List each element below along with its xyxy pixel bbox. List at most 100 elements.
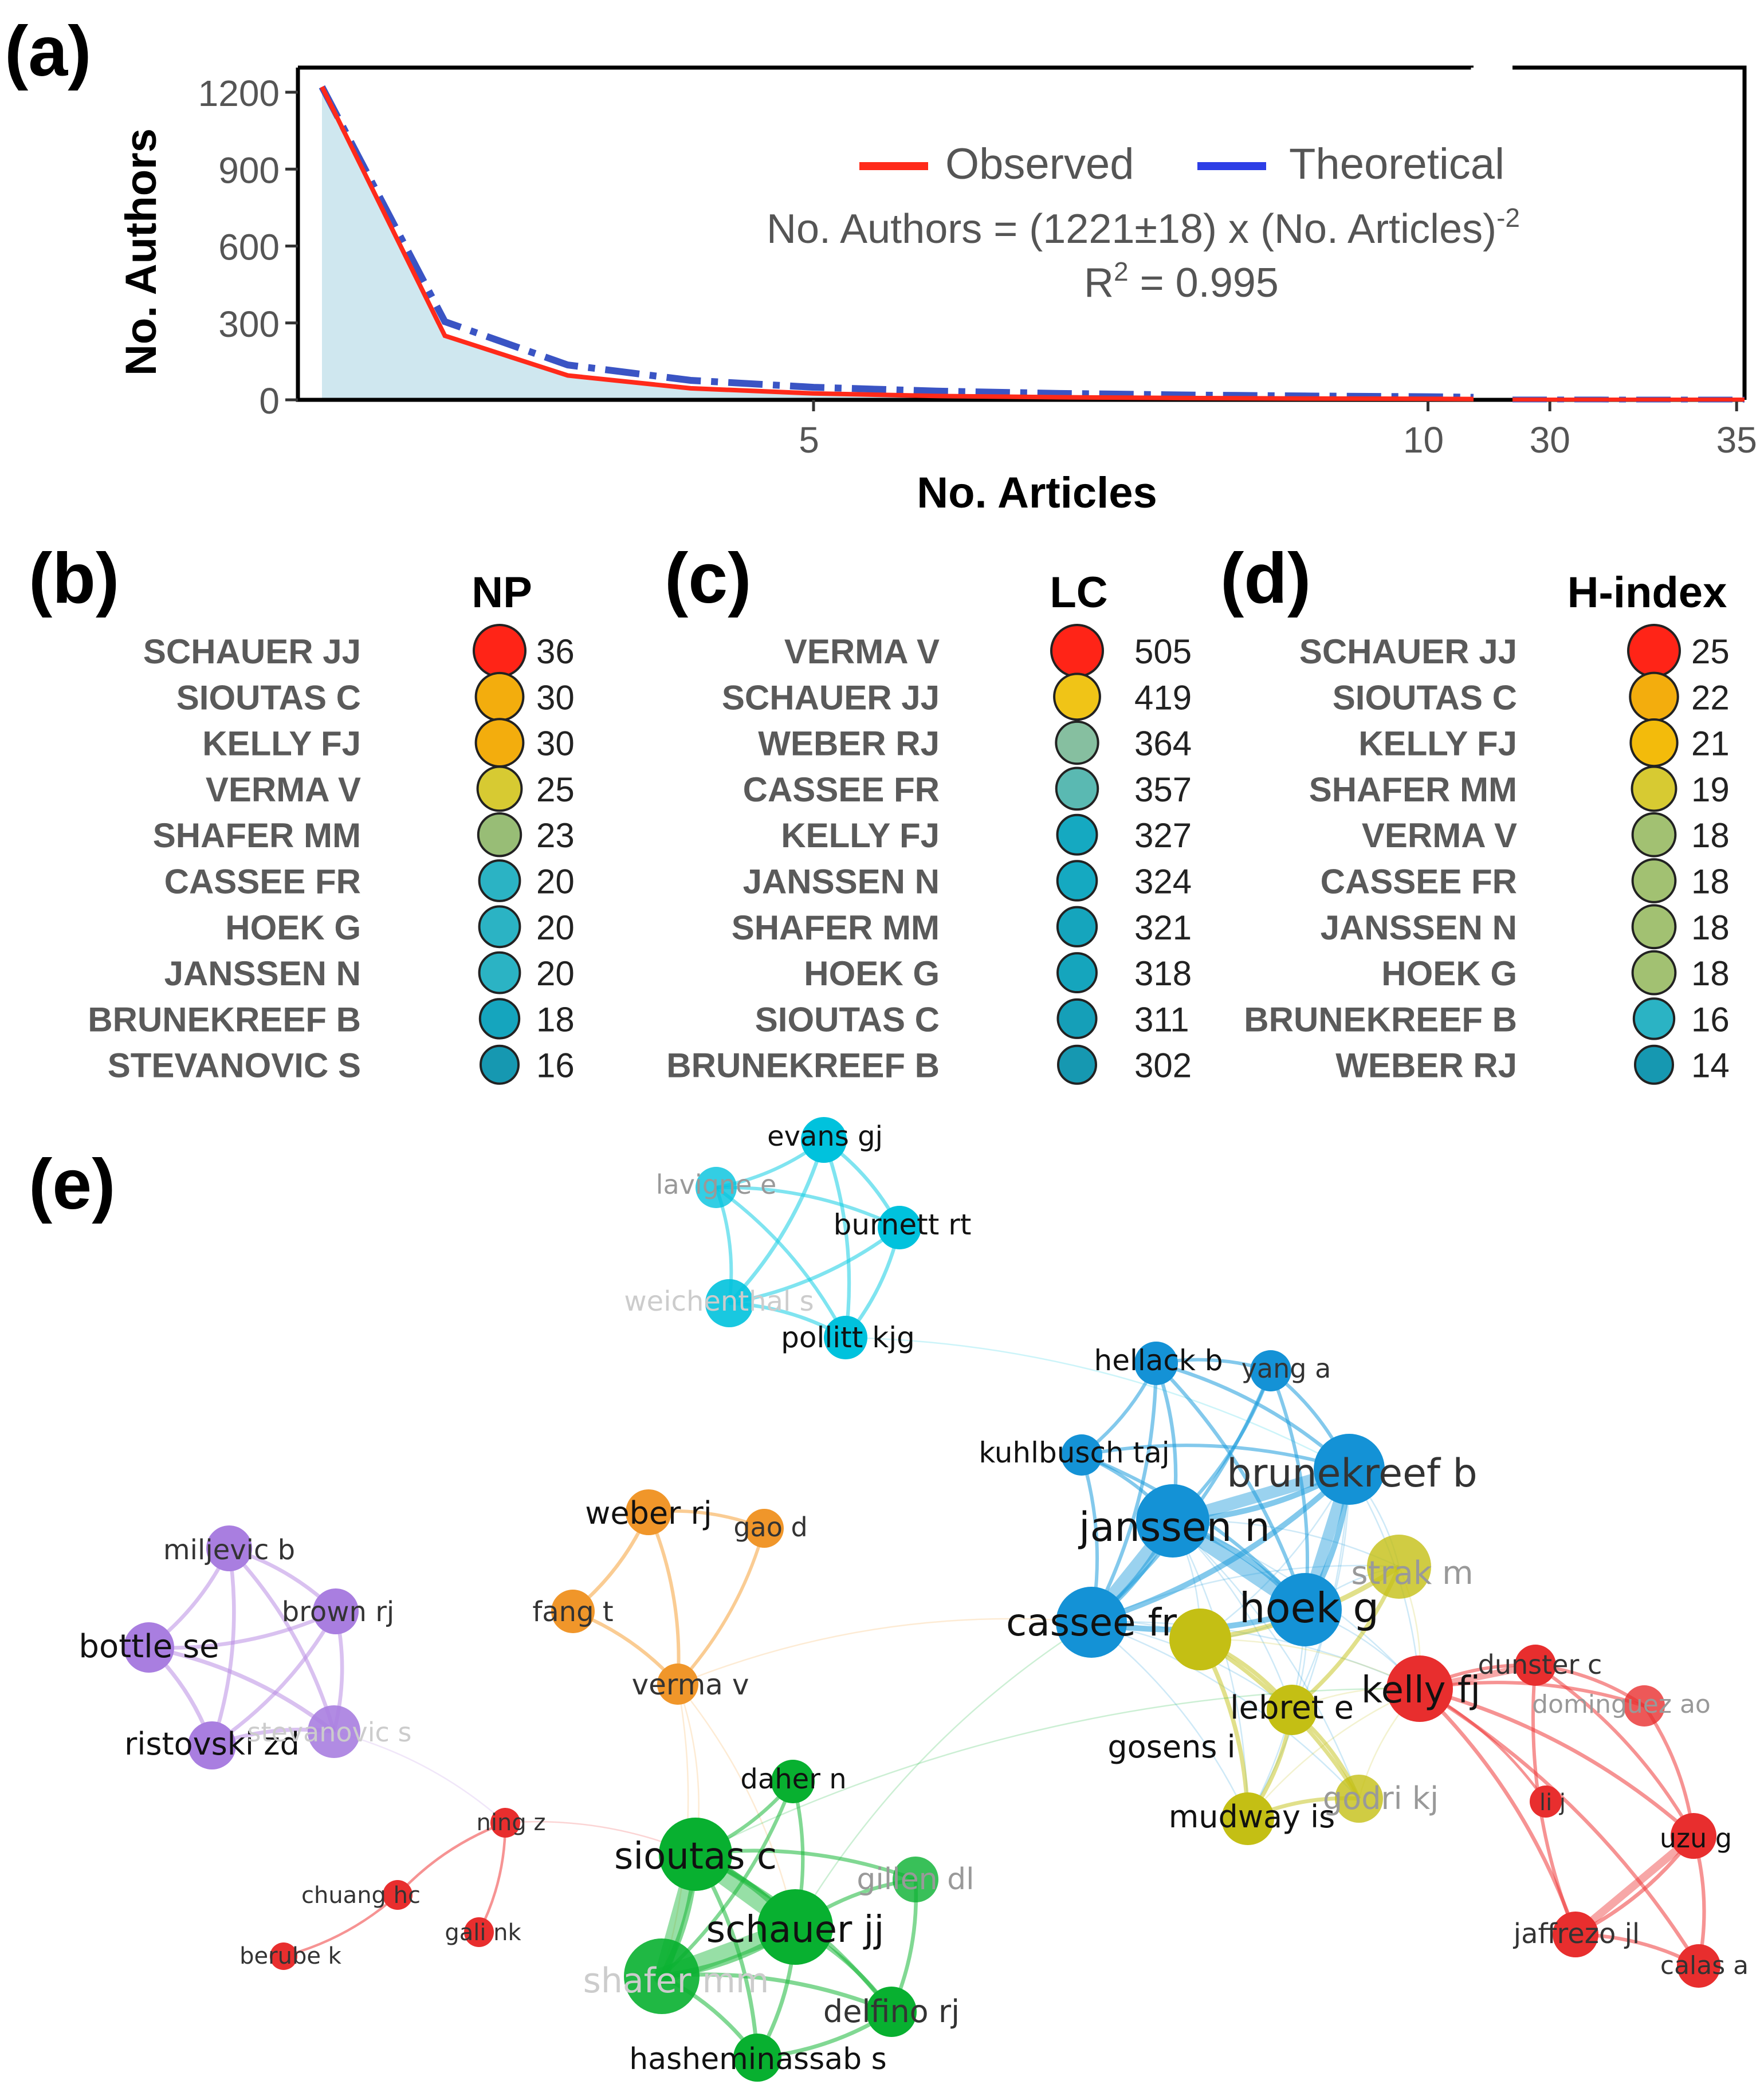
author-name: SIOUTAS C	[176, 678, 361, 717]
value-label: 357	[1134, 770, 1192, 809]
network-node	[1056, 1587, 1127, 1658]
network-node-label: lavigne e	[656, 1169, 777, 1200]
network-node	[733, 2034, 781, 2082]
network-node	[1314, 1434, 1385, 1505]
value-label: 30	[536, 725, 575, 763]
value-bubble	[474, 718, 525, 768]
author-name: VERMA V	[206, 770, 361, 809]
table-row: VERMA V 505	[784, 624, 1192, 678]
panel-label-b: (b)	[29, 539, 119, 618]
network-node-label: hasheminassab s	[629, 2042, 886, 2077]
network-node-label: lebret e	[1230, 1689, 1354, 1727]
value-bubble	[1632, 997, 1676, 1040]
network-edge	[822, 1139, 851, 1338]
network-node-label: bottle se	[78, 1628, 219, 1665]
value-bubble	[476, 765, 523, 812]
network-edge	[1090, 1467, 1352, 1625]
network-node	[1367, 1535, 1431, 1599]
table-row: SIOUTAS C 311	[755, 998, 1189, 1039]
network-node	[893, 1857, 938, 1902]
y-tick-label: 0	[259, 380, 280, 422]
value-bubble	[1627, 624, 1681, 678]
value-label: 20	[536, 863, 575, 901]
r2-letter: R	[1084, 260, 1114, 306]
network-edge	[1091, 1621, 1360, 1799]
value-label: 30	[536, 678, 575, 717]
table-row: SHAFER MM 321	[732, 906, 1192, 947]
network-node	[383, 1880, 412, 1910]
value-bubble	[477, 812, 522, 858]
value-label: 419	[1134, 678, 1192, 717]
value-bubble	[1056, 906, 1098, 947]
network-node-label: sioutas c	[614, 1835, 777, 1878]
coauthor-network: evans gj lavigne e burnett rt weichenthal s…	[78, 1117, 1749, 2082]
network-node	[1221, 1792, 1274, 1845]
network-node	[824, 1316, 867, 1359]
value-label: 321	[1134, 909, 1192, 947]
table-row: WEBER RJ 364	[758, 720, 1192, 765]
value-bubble	[1056, 998, 1098, 1039]
table-row: KELLY FJ 327	[781, 813, 1192, 856]
author-name: BRUNEKREEF B	[88, 1000, 361, 1039]
value-label: 14	[1691, 1047, 1730, 1085]
table-row: VERMA V 18	[1362, 812, 1730, 858]
network-edge	[1091, 1564, 1400, 1623]
table-header: LC	[1050, 568, 1107, 617]
table-row: CASSEE FR 357	[743, 766, 1192, 811]
network-edge	[283, 1894, 399, 1958]
legend-label-observed: Observed	[945, 140, 1134, 188]
value-bubble	[1055, 766, 1099, 811]
panel-label-d: (d)	[1220, 539, 1311, 618]
value-bubble	[473, 624, 527, 678]
table-row: WEBER RJ 14	[1335, 1044, 1730, 1085]
network-node-label: berube k	[239, 1943, 342, 1969]
table-row: JANSSEN N 324	[743, 860, 1192, 902]
network-node-label: hoek g	[1239, 1584, 1379, 1632]
value-label: 364	[1134, 725, 1192, 763]
panel-label-a: (a)	[5, 12, 92, 91]
value-bubble	[474, 671, 525, 722]
network-edge	[148, 1609, 337, 1650]
network-node	[696, 1167, 737, 1208]
author-name: HOEK G	[1381, 954, 1517, 993]
value-label: 25	[1691, 632, 1730, 671]
network-node-label: verma v	[632, 1668, 749, 1701]
network-node-label: fang t	[532, 1596, 613, 1628]
network-node	[1268, 1573, 1342, 1646]
network-node-label: janssen n	[1078, 1504, 1270, 1551]
table-header: H-index	[1567, 568, 1727, 617]
network-edge	[716, 1185, 901, 1229]
value-bubble	[478, 859, 521, 902]
value-label: 18	[1691, 863, 1730, 901]
network-node-label: burnett rt	[834, 1208, 972, 1241]
table-header: NP	[472, 568, 532, 617]
equation-exponent: -2	[1496, 203, 1520, 233]
value-bubble	[1631, 765, 1677, 812]
y-tick-label: 900	[218, 150, 280, 191]
network-node	[1169, 1609, 1231, 1670]
table-row: SHAFER MM 23	[153, 812, 575, 858]
network-node	[464, 1917, 494, 1947]
network-node	[1136, 1484, 1209, 1558]
network-node	[1267, 1685, 1317, 1735]
network-node	[659, 1818, 732, 1891]
table-row: KELLY FJ 30	[202, 718, 575, 768]
network-node-label: daher n	[740, 1763, 846, 1795]
value-label: 19	[1691, 770, 1730, 809]
network-node	[1386, 1655, 1453, 1722]
author-name: HOEK G	[804, 954, 940, 993]
network-node	[1134, 1342, 1178, 1385]
network-edge	[1419, 1686, 1695, 1838]
author-name: SCHAUER JJ	[1299, 632, 1517, 671]
value-bubble	[1634, 1044, 1674, 1085]
network-node-label: pollitt kjg	[781, 1321, 915, 1354]
table-row: SCHAUER JJ 36	[143, 624, 575, 678]
value-bubble	[478, 951, 521, 994]
network-edge	[210, 1548, 236, 1747]
network-edge	[729, 1226, 901, 1305]
table-row: JANSSEN N 20	[164, 951, 575, 994]
network-node	[878, 1206, 921, 1249]
area-fill	[322, 86, 1474, 400]
value-bubble	[478, 905, 521, 949]
table-row: HOEK G 18	[1381, 950, 1730, 996]
